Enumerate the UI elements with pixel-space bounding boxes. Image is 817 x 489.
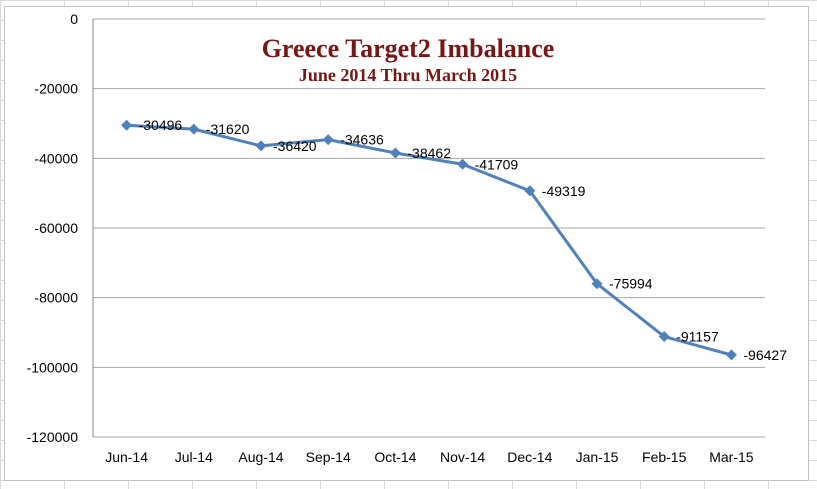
- data-point-marker: [188, 123, 200, 135]
- y-tick-label: -80000: [34, 290, 78, 306]
- data-label: -75994: [609, 276, 653, 292]
- data-label: -31620: [206, 121, 250, 137]
- x-tick-label: Nov-14: [440, 449, 485, 465]
- data-label: -36420: [273, 138, 317, 154]
- data-label: -91157: [676, 329, 719, 345]
- chart-title: Greece Target2 Imbalance: [262, 34, 555, 63]
- y-tick-label: -120000: [27, 429, 79, 445]
- data-point-marker: [255, 140, 267, 152]
- series-line: [126, 123, 732, 357]
- x-tick-label: Jan-15: [576, 449, 619, 465]
- y-tick-label: 0: [70, 11, 78, 27]
- data-label: -30496: [139, 117, 183, 133]
- y-axis-tick-labels: 0 -20000 -40000 -60000 -80000 -100000 -120000: [27, 11, 79, 445]
- data-point-marker: [591, 278, 603, 290]
- data-labels: -30496 -31620 -36420 -34636 -38462 -41709 -493…: [139, 117, 788, 363]
- x-tick-label: Sep-14: [306, 449, 351, 465]
- data-point-marker: [725, 349, 737, 361]
- data-label: -49319: [542, 183, 586, 199]
- x-tick-label: Dec-14: [507, 449, 552, 465]
- data-label: -34636: [340, 132, 384, 148]
- data-point-marker: [322, 134, 334, 146]
- data-label: -41709: [475, 156, 519, 172]
- data-point-marker: [389, 147, 401, 159]
- line-chart: Greece Target2 Imbalance June 2014 Thru …: [27, 11, 788, 465]
- x-tick-label: Aug-14: [238, 449, 283, 465]
- x-axis-tick-labels: Jun-14 Jul-14 Aug-14 Sep-14 Oct-14 Nov-14 Dec-…: [105, 449, 754, 465]
- y-tick-label: -100000: [27, 359, 79, 375]
- data-label: -96427: [743, 347, 787, 363]
- x-tick-label: Jun-14: [105, 449, 148, 465]
- data-point-marker: [658, 331, 670, 343]
- data-point-marker: [121, 119, 133, 131]
- chart-area[interactable]: Greece Target2 Imbalance June 2014 Thru …: [4, 6, 809, 481]
- x-tick-label: Mar-15: [709, 449, 754, 465]
- data-label: -38462: [407, 145, 451, 161]
- series-polyline: [126, 123, 732, 357]
- x-tick-label: Jul-14: [175, 449, 213, 465]
- x-tick-label: Oct-14: [374, 449, 416, 465]
- y-tick-label: -20000: [34, 81, 78, 97]
- data-point-marker: [524, 185, 536, 197]
- y-tick-label: -60000: [34, 220, 78, 236]
- data-point-marker: [457, 158, 469, 170]
- chart-subtitle: June 2014 Thru March 2015: [299, 65, 517, 85]
- series-markers: [121, 119, 737, 361]
- y-tick-label: -40000: [34, 150, 78, 166]
- x-tick-label: Feb-15: [642, 449, 687, 465]
